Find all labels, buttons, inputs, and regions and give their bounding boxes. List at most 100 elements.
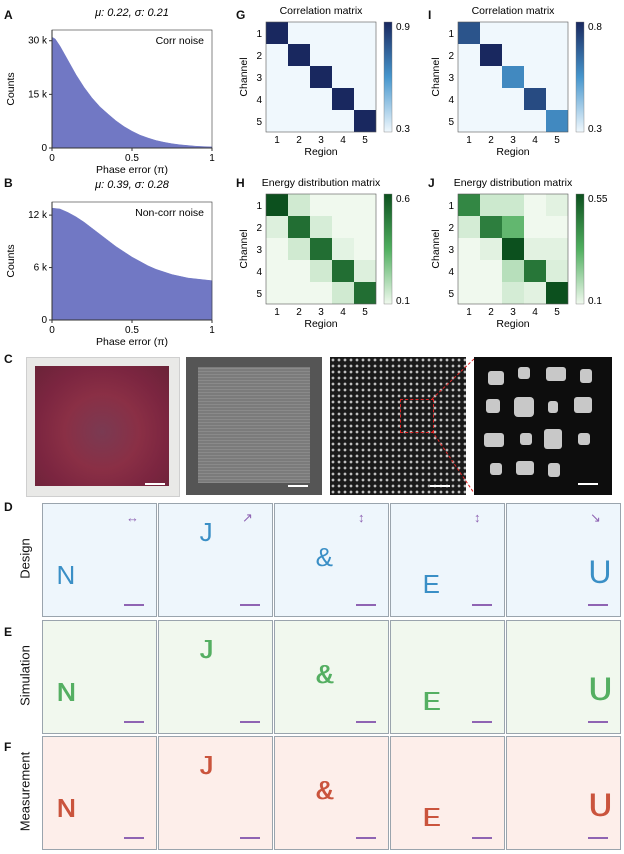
- y-tick-label: 15 k: [28, 89, 48, 100]
- nanopillar: [574, 397, 592, 413]
- heatmap-cell: [524, 22, 546, 44]
- nanopillar: [548, 401, 558, 413]
- letter-glyph: E: [422, 801, 440, 832]
- heatmap-cell: [332, 194, 354, 216]
- heatmap-cell: [354, 110, 376, 132]
- heatmap-cell: [266, 88, 288, 110]
- heatmap-cell: [354, 88, 376, 110]
- y-tick-label: 5: [448, 289, 454, 300]
- heatmap-cell: [288, 216, 310, 238]
- x-tick-label: 3: [318, 135, 324, 146]
- heatmap-cell: [458, 22, 480, 44]
- heatmap-cell: [546, 66, 568, 88]
- nanopillar: [544, 429, 562, 449]
- scale-bar: [356, 604, 376, 606]
- x-axis-label: Region: [496, 146, 529, 158]
- x-tick-label: 0: [49, 153, 55, 164]
- heatmap-cell: [332, 110, 354, 132]
- heatmap-i: Correlation matrix 1 2 3 4 5 1 2 3 4 5 Region Channe…: [430, 5, 602, 158]
- chart-title: Energy distribution matrix: [454, 177, 573, 189]
- heatmap-cell: [354, 44, 376, 66]
- heatmap-cell: [458, 44, 480, 66]
- letter-glyph: J: [199, 517, 213, 548]
- heatmap-cell: [458, 66, 480, 88]
- heatmap-cell: [502, 110, 524, 132]
- x-tick-label: 0.5: [125, 153, 139, 164]
- heatmap-cell: [288, 44, 310, 66]
- nanopillar: [486, 399, 500, 413]
- heatmap-cell: [310, 22, 332, 44]
- heatmap-cell: [458, 238, 480, 260]
- heatmap-cell: [354, 260, 376, 282]
- scale-bar: [588, 837, 608, 839]
- x-tick-label: 2: [296, 307, 302, 318]
- scale-bar: [240, 604, 260, 606]
- letter-cell: E ↕: [390, 503, 505, 617]
- y-tick-label: 5: [256, 289, 262, 300]
- heatmap-cell: [310, 44, 332, 66]
- heatmap-cell: [354, 238, 376, 260]
- heatmap-cell: [458, 88, 480, 110]
- scale-bar: [124, 837, 144, 839]
- y-axis-label: Channel: [430, 57, 442, 96]
- heatmap-cell: [480, 238, 502, 260]
- y-tick-label: 4: [256, 267, 262, 278]
- scale-bar: [124, 604, 144, 606]
- heatmap-cell: [524, 88, 546, 110]
- nanopillar: [520, 433, 532, 445]
- y-tick-label: 0: [41, 315, 47, 326]
- heatmap-cell: [458, 110, 480, 132]
- heatmap-cell: [332, 260, 354, 282]
- heatmap-cell: [524, 260, 546, 282]
- x-axis-label: Region: [304, 318, 337, 330]
- chart-title: Correlation matrix: [280, 5, 364, 17]
- letter-glyph: U: [588, 787, 612, 824]
- panel-label-j: J: [428, 176, 435, 190]
- letter-cell: N: [42, 736, 157, 850]
- x-tick-label: 2: [488, 135, 494, 146]
- heatmap-cell: [546, 88, 568, 110]
- heatmap-cell: [480, 44, 502, 66]
- panel-label-c: C: [4, 352, 13, 366]
- heatmap-cell: [480, 194, 502, 216]
- letter-glyph: U: [588, 671, 612, 708]
- scale-bar: [588, 604, 608, 606]
- panel-label-h: H: [236, 176, 245, 190]
- histogram-b: μ: 0.39, σ: 0.28 0 0.5 1 0 6 k 12 k Phase error…: [5, 179, 215, 347]
- heatmap-cell: [354, 216, 376, 238]
- y-axis-label: Channel: [238, 57, 250, 96]
- nanopillar: [578, 433, 590, 445]
- heatmap-cell: [288, 66, 310, 88]
- panel-label-e: E: [4, 625, 13, 639]
- colorbar-max-label: 0.8: [588, 22, 602, 33]
- heatmap-cell: [288, 88, 310, 110]
- y-tick-label: 4: [256, 95, 262, 106]
- x-tick-label: 2: [296, 135, 302, 146]
- heatmap-cell: [458, 282, 480, 304]
- heatmap-cell: [546, 44, 568, 66]
- scale-bar: [240, 721, 260, 723]
- heatmap-cell: [354, 66, 376, 88]
- heatmap-cell: [524, 238, 546, 260]
- y-axis-label: Channel: [430, 229, 442, 268]
- heatmap-g: Correlation matrix 1 2 3 4 5 1 2 3 4 5 Region Channe…: [238, 5, 410, 158]
- chart-title: μ: 0.22, σ: 0.21: [94, 7, 169, 19]
- y-axis-label: Counts: [5, 244, 17, 277]
- scale-bar: [145, 483, 165, 485]
- heatmap-cell: [524, 216, 546, 238]
- scale-bar: [288, 485, 308, 487]
- letter-cell: &: [274, 620, 389, 734]
- sample-photo-metasurface: [35, 366, 169, 486]
- heatmap-cell: [310, 194, 332, 216]
- heatmap-cell: [310, 282, 332, 304]
- letter-cell: J: [158, 736, 273, 850]
- heatmap-cell: [546, 238, 568, 260]
- heatmap-cell: [310, 110, 332, 132]
- letter-cell: E: [390, 736, 505, 850]
- x-tick-label: 0.5: [125, 325, 139, 336]
- scale-bar: [356, 721, 376, 723]
- colorbar-min-label: 0.1: [588, 296, 602, 307]
- x-tick-label: 5: [362, 307, 368, 318]
- heatmap-cell: [502, 216, 524, 238]
- y-tick-label: 5: [448, 117, 454, 128]
